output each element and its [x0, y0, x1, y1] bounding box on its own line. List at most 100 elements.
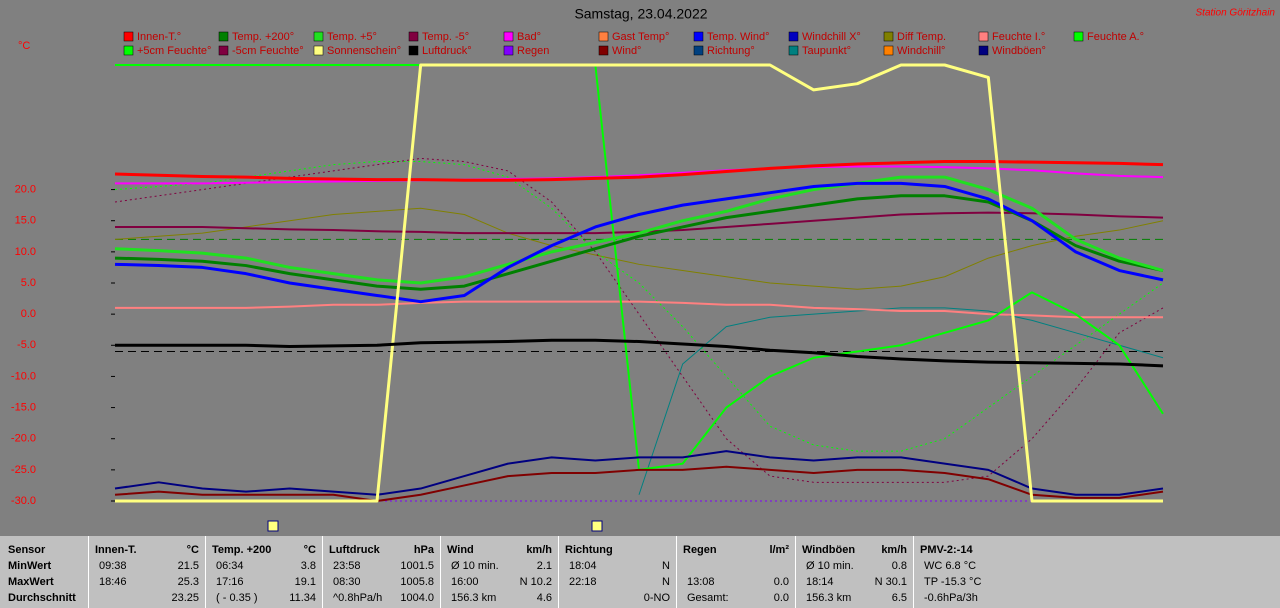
- header: PMV-2:-14: [920, 544, 973, 556]
- cell-value: 08:30: [333, 576, 361, 588]
- panel: Wind km/h Ø 10 min. 2.1 16:00 N 10.2 156.3 km 4…: [440, 536, 558, 608]
- panel: PMV-2:-14 WC 6.8 °C TP -15.3 °C -0.6hPa/3h: [913, 536, 1280, 608]
- cell-value: 23.25: [171, 592, 199, 604]
- legend-label: Bad°: [517, 31, 541, 43]
- cell-value: 1001.5: [400, 560, 434, 572]
- cell-value: 11.34: [289, 592, 316, 604]
- cell-value: Gesamt:: [687, 592, 729, 604]
- y-tick-label: -15.0: [11, 401, 36, 413]
- cell-value: ^0.8hPa/h: [333, 592, 383, 604]
- cell-value: 0.0: [773, 592, 789, 604]
- legend-label: +5cm Feuchte°: [137, 45, 211, 57]
- cell-value: 19.1: [294, 576, 316, 588]
- cell-value: 18:04: [569, 560, 597, 572]
- series-line: [115, 64, 1164, 471]
- series-line: [114, 161, 1164, 452]
- cell-value: 2.1: [536, 560, 552, 572]
- cell-value: WC 6.8 °C: [924, 560, 977, 572]
- cell-value: 06:34: [216, 560, 244, 572]
- series-line: [638, 307, 1164, 495]
- cell-value: N 30.1: [874, 576, 907, 588]
- cell-value: N: [662, 576, 670, 588]
- legend-swatch: [218, 45, 229, 56]
- cell-value: N: [662, 560, 670, 572]
- unit: hPa: [413, 544, 434, 556]
- y-tick-label: 10.0: [15, 246, 36, 258]
- legend-swatch: [313, 31, 324, 42]
- panel: Richtung 18:04 N 22:18 N 0-NO: [558, 536, 676, 608]
- legend-swatch: [978, 45, 989, 56]
- legend-swatch: [503, 31, 514, 42]
- cell-value: 18:46: [99, 576, 127, 588]
- legend-label: Wind°: [612, 45, 641, 57]
- unit: l/m²: [769, 544, 789, 556]
- legend-label: Feuchte I.°: [992, 31, 1045, 43]
- legend-swatch: [883, 45, 894, 56]
- legend-label: Sonnenschein°: [327, 45, 401, 57]
- y-axis-label: °C: [18, 40, 30, 52]
- legend-label: Temp. -5°: [422, 31, 469, 43]
- row-label: MinWert: [8, 560, 52, 572]
- unit: km/h: [526, 544, 552, 556]
- cell-value: ( - 0.35 ): [216, 592, 258, 604]
- legend-label: Diff Temp.: [897, 31, 946, 43]
- legend-swatch: [123, 45, 134, 56]
- legend-swatch: [503, 45, 514, 56]
- legend-label: Windchill X°: [802, 31, 861, 43]
- cell-value: 17:16: [216, 576, 244, 588]
- summary-table: Sensor MinWert MaxWert Durchschnitt Innen-T.…: [0, 536, 1280, 608]
- legend-label: -5cm Feuchte°: [232, 45, 304, 57]
- legend-swatch: [693, 31, 704, 42]
- series-line: [114, 194, 1164, 291]
- legend-swatch: [788, 45, 799, 56]
- y-tick-label: -25.0: [11, 464, 36, 476]
- y-tick-label: 20.0: [15, 183, 36, 195]
- cell-value: -0.6hPa/3h: [924, 592, 978, 604]
- cell-value: Ø 10 min.: [806, 560, 854, 572]
- series-line: [114, 465, 1164, 502]
- legend-label: Temp. Wind°: [707, 31, 769, 43]
- cell-value: 16:00: [451, 576, 479, 588]
- header: Wind: [447, 544, 474, 556]
- unit: °C: [303, 544, 316, 556]
- cell-value: 25.3: [177, 576, 199, 588]
- series-line: [114, 207, 1164, 290]
- legend-swatch: [1073, 31, 1084, 42]
- y-tick-label: -20.0: [11, 433, 36, 445]
- header: Sensor: [8, 544, 46, 556]
- series-line: [115, 63, 1163, 503]
- legend-swatch: [598, 45, 609, 56]
- cell-value: 156.3 km: [806, 592, 852, 604]
- series-line: [115, 300, 1163, 319]
- panel: Innen-T. °C 09:38 21.5 18:46 25.3 23.25: [88, 536, 205, 608]
- cell-value: 0-NO: [643, 592, 670, 604]
- unit: °C: [186, 544, 199, 556]
- series-line: [115, 165, 1164, 185]
- legend-swatch: [218, 31, 229, 42]
- sensor-column: Sensor MinWert MaxWert Durchschnitt: [0, 536, 88, 608]
- cell-value: 0.0: [773, 576, 789, 588]
- cell-value: Ø 10 min.: [451, 560, 499, 572]
- icon: [267, 520, 279, 532]
- legend-swatch: [883, 31, 894, 42]
- cell-value: 22:18: [569, 576, 597, 588]
- legend-label: Gast Temp°: [612, 31, 669, 43]
- cell-value: 13:08: [687, 576, 715, 588]
- header: Innen-T.: [95, 544, 137, 556]
- y-tick-label: -5.0: [17, 339, 36, 351]
- header: Luftdruck: [329, 544, 380, 556]
- legend-label: Windböen°: [992, 45, 1046, 57]
- legend-label: Temp. +5°: [327, 31, 377, 43]
- cell-value: 156.3 km: [451, 592, 497, 604]
- series-line: [114, 175, 1164, 285]
- header: Windböen: [802, 544, 856, 556]
- series-line: [114, 181, 1164, 304]
- header: Temp. +200: [212, 544, 272, 556]
- chart: Samstag, 23.04.2022 °C Station Göritzhai…: [11, 6, 1275, 532]
- legend-label: Richtung°: [707, 45, 755, 57]
- cell-value: 18:14: [806, 576, 834, 588]
- cell-value: 6.5: [891, 592, 907, 604]
- y-tick-label: 5.0: [21, 277, 36, 289]
- cell-value: 0.8: [891, 560, 907, 572]
